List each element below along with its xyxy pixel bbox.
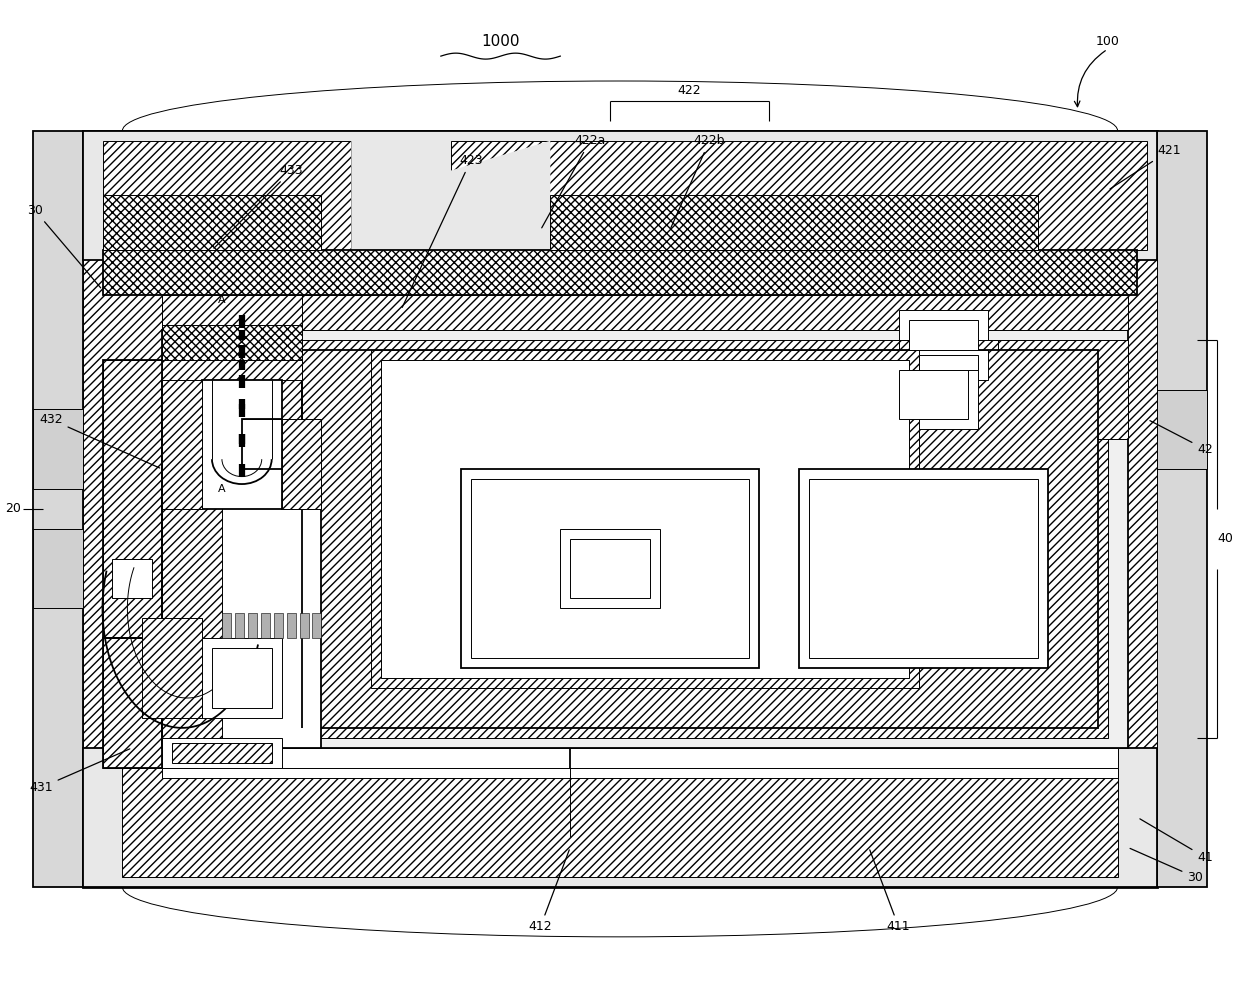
Text: 411: 411: [869, 850, 910, 934]
Text: 41: 41: [1140, 819, 1213, 864]
Bar: [570, 538, 650, 599]
Bar: [103, 140, 351, 250]
Text: 40: 40: [1218, 533, 1233, 545]
Bar: [162, 295, 1127, 330]
Bar: [260, 614, 269, 638]
Bar: [162, 330, 301, 748]
Bar: [103, 196, 321, 250]
Text: 1000: 1000: [481, 34, 520, 48]
Bar: [162, 295, 301, 330]
Text: 42: 42: [1149, 421, 1213, 455]
Bar: [113, 558, 153, 599]
Text: 423: 423: [402, 154, 482, 307]
Bar: [162, 360, 301, 379]
Bar: [234, 614, 244, 638]
Bar: [103, 360, 162, 638]
Polygon shape: [899, 340, 1127, 440]
Text: 412: 412: [528, 850, 569, 934]
Bar: [83, 130, 1157, 887]
Bar: [162, 419, 222, 748]
Bar: [83, 748, 1157, 887]
Bar: [312, 614, 321, 638]
Bar: [899, 370, 968, 419]
Bar: [103, 360, 162, 638]
Bar: [32, 409, 83, 489]
Bar: [301, 340, 1107, 738]
Bar: [461, 469, 759, 668]
Bar: [83, 230, 162, 758]
Text: 422: 422: [678, 84, 702, 98]
Polygon shape: [202, 379, 281, 509]
Bar: [300, 614, 309, 638]
Bar: [1157, 389, 1208, 469]
Bar: [212, 648, 272, 708]
Bar: [162, 748, 1117, 768]
Text: 30: 30: [27, 204, 100, 288]
Bar: [274, 614, 283, 638]
Bar: [899, 340, 998, 389]
Bar: [143, 618, 202, 718]
Text: 30: 30: [1130, 849, 1203, 883]
Text: 433: 433: [215, 164, 304, 248]
Bar: [371, 350, 919, 688]
Bar: [471, 479, 749, 658]
Bar: [909, 350, 988, 379]
Bar: [162, 738, 281, 768]
Text: 421: 421: [1110, 144, 1180, 189]
Bar: [162, 379, 222, 419]
Bar: [560, 529, 660, 609]
Bar: [381, 360, 909, 678]
Text: 422b: 422b: [671, 134, 725, 228]
Text: 422a: 422a: [542, 134, 606, 228]
Bar: [103, 638, 162, 768]
Text: 100: 100: [1096, 35, 1120, 47]
Bar: [248, 614, 257, 638]
Bar: [103, 638, 162, 768]
Text: A: A: [218, 295, 226, 305]
Bar: [899, 310, 988, 370]
Polygon shape: [162, 379, 321, 748]
Text: A: A: [218, 484, 226, 494]
Bar: [808, 479, 1038, 658]
Bar: [451, 140, 1147, 250]
Bar: [919, 355, 978, 370]
Bar: [1078, 230, 1157, 758]
Bar: [162, 330, 1127, 748]
Text: 20: 20: [5, 503, 21, 516]
Bar: [301, 350, 1097, 728]
Text: 432: 432: [40, 413, 160, 468]
Bar: [909, 320, 978, 360]
Polygon shape: [351, 140, 551, 250]
Polygon shape: [32, 130, 83, 887]
Bar: [83, 130, 1157, 260]
Bar: [162, 379, 202, 509]
Bar: [281, 419, 321, 509]
Bar: [222, 614, 231, 638]
Bar: [551, 196, 1038, 250]
Bar: [889, 360, 978, 430]
Bar: [202, 638, 281, 718]
Bar: [32, 529, 83, 609]
Bar: [103, 250, 1137, 295]
Bar: [286, 614, 295, 638]
Bar: [123, 768, 1117, 877]
Bar: [162, 768, 1117, 778]
Text: 431: 431: [29, 749, 130, 794]
Polygon shape: [1157, 130, 1208, 887]
Bar: [172, 743, 272, 763]
Bar: [799, 469, 1048, 668]
Bar: [162, 325, 301, 360]
Bar: [998, 340, 1127, 440]
